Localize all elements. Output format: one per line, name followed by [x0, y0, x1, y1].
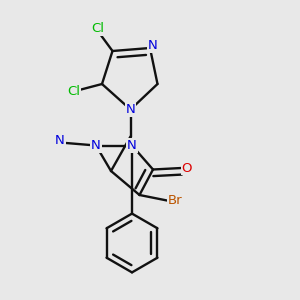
- Text: O: O: [182, 161, 192, 175]
- Text: Cl: Cl: [67, 85, 80, 98]
- Text: N: N: [148, 39, 158, 52]
- Text: N: N: [55, 134, 65, 148]
- Text: Cl: Cl: [91, 22, 104, 35]
- Text: Br: Br: [168, 194, 182, 208]
- Text: N: N: [91, 139, 101, 152]
- Text: N: N: [127, 139, 137, 152]
- Text: N: N: [126, 103, 135, 116]
